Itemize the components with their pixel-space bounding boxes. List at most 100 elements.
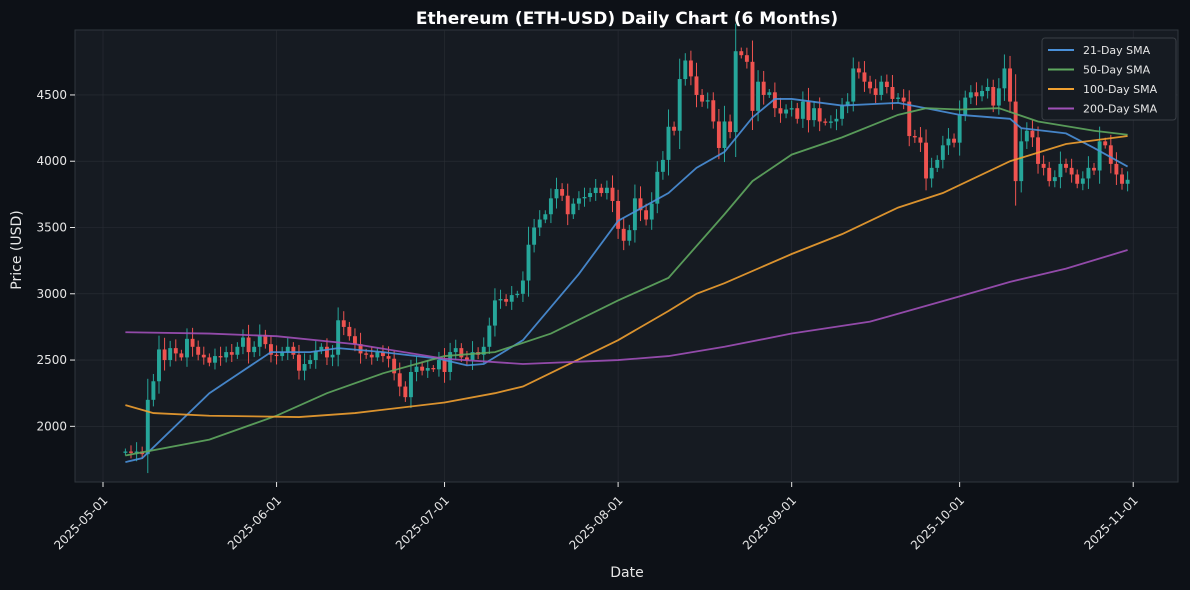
candle-body (403, 386, 408, 398)
candle (296, 344, 301, 380)
candle-body (269, 344, 273, 355)
candle (269, 335, 273, 363)
x-axis-label: Date (610, 565, 643, 581)
candle-body (392, 358, 397, 374)
candle-body (632, 198, 637, 231)
candle-body (756, 81, 761, 111)
candle (431, 365, 436, 373)
candle-body (157, 349, 161, 382)
candle (492, 288, 497, 337)
candle (246, 324, 251, 364)
candle-body (414, 366, 419, 372)
candle-body (593, 187, 598, 194)
candle (453, 339, 458, 360)
candle-body (980, 90, 984, 97)
candle-body (918, 137, 923, 143)
candle (157, 335, 161, 394)
candle-body (1092, 167, 1096, 171)
candle-body (504, 299, 509, 302)
candle (241, 329, 245, 355)
candle-body (896, 97, 901, 99)
candle (151, 373, 156, 407)
candle-body (862, 72, 867, 82)
y-tick-label: 2500 (36, 353, 67, 367)
candle (655, 161, 660, 214)
candle (716, 109, 721, 160)
candle-body (672, 126, 677, 131)
candle-body (985, 86, 990, 91)
candle (252, 341, 257, 358)
candle (196, 340, 201, 361)
candle-body (946, 138, 951, 146)
y-tick-label: 2000 (36, 419, 67, 433)
candle-body (616, 200, 621, 229)
candle (873, 79, 878, 104)
candle-body (509, 295, 514, 302)
candle (806, 87, 811, 133)
candle-body (358, 344, 363, 354)
candle (1080, 171, 1085, 191)
candle (554, 177, 559, 209)
candle-body (610, 187, 615, 201)
candle (627, 224, 632, 246)
candle-body (722, 121, 727, 148)
candle-body (291, 346, 296, 355)
candle (616, 189, 621, 239)
candle-body (1013, 101, 1018, 182)
candle (257, 324, 262, 357)
candle (520, 271, 525, 303)
candle-body (974, 92, 979, 97)
candle (274, 345, 279, 365)
candle-body (739, 51, 744, 56)
candle-body (526, 244, 531, 281)
candle (213, 348, 217, 370)
candle (1097, 126, 1102, 184)
candle-body (213, 356, 217, 363)
chart-title: Ethereum (ETH-USD) Daily Chart (6 Months… (416, 9, 838, 29)
candle (761, 70, 766, 105)
y-tick-label: 4000 (36, 154, 67, 168)
candle (207, 353, 212, 367)
candle (588, 187, 593, 202)
candle-body (481, 346, 486, 355)
candle (879, 75, 884, 101)
candle-body (285, 346, 290, 353)
candle (985, 78, 990, 99)
candle (1120, 167, 1124, 190)
candle-body (185, 338, 189, 358)
candle-body (688, 60, 693, 77)
candle-body (1069, 167, 1074, 175)
candle (352, 328, 357, 352)
candle-body (369, 354, 374, 358)
candle-body (1008, 68, 1012, 102)
candle-body (464, 357, 469, 361)
candle-body (235, 346, 240, 355)
candle (672, 121, 677, 136)
candle-body (543, 214, 548, 220)
candle-body (963, 97, 968, 115)
candle-body (1047, 167, 1052, 182)
candle (1114, 152, 1119, 185)
candle-body (134, 451, 139, 453)
candle-body (330, 354, 335, 358)
candle-body (901, 97, 906, 102)
candle-body (856, 68, 861, 73)
candle (918, 127, 923, 152)
sma-line-2 (125, 107, 1128, 457)
candle-body (660, 159, 665, 172)
candle-body (313, 350, 318, 361)
candle-body (565, 195, 570, 215)
candle (929, 157, 934, 188)
candle-body (129, 451, 133, 453)
candle-body (324, 346, 329, 358)
candle (666, 109, 671, 176)
candle-body (123, 451, 128, 453)
candle (946, 128, 951, 155)
candle (610, 175, 615, 213)
candle (862, 61, 867, 92)
candle (1047, 161, 1052, 187)
candle (728, 114, 733, 139)
candle-body (649, 203, 654, 220)
candle-body (470, 352, 475, 361)
candle-body (280, 352, 285, 357)
